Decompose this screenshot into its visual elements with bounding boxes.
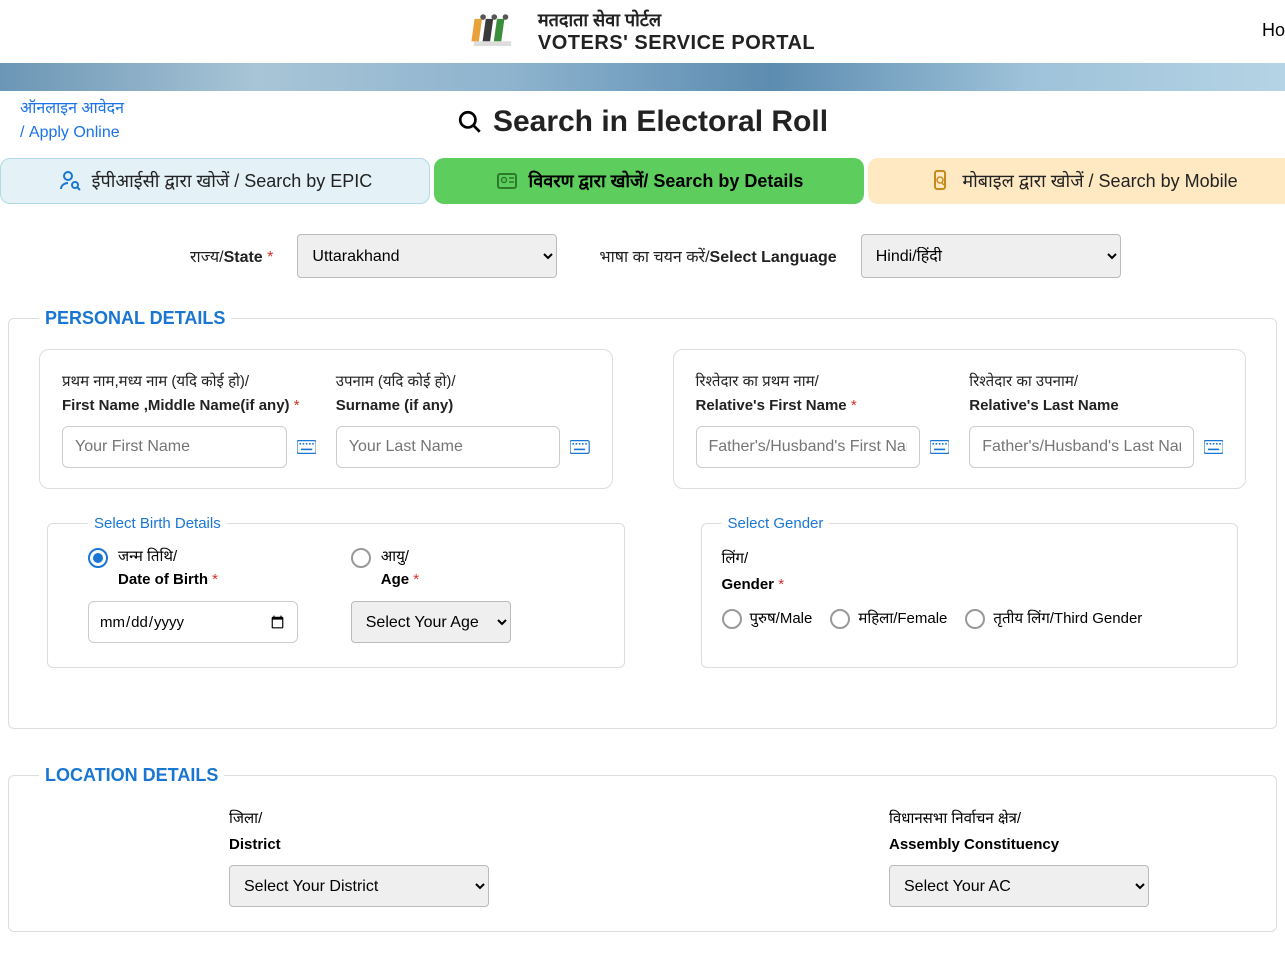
gender-male-label: पुरुष/Male: [750, 608, 813, 628]
keyboard-icon[interactable]: [1204, 439, 1223, 455]
location-details-fieldset: LOCATION DETAILS जिला/District Select Yo…: [8, 765, 1277, 932]
apply-online-hi: ऑनलाइन आवेदन: [20, 100, 124, 117]
mobile-search-icon: [928, 169, 952, 193]
location-legend: LOCATION DETAILS: [39, 765, 224, 786]
language-label: भाषा का चयन करें/Select Language: [599, 245, 836, 267]
dob-radio[interactable]: [88, 548, 108, 568]
ac-select[interactable]: Select Your AC: [889, 865, 1149, 907]
ac-label: विधानसभा निर्वाचन क्षेत्र/Assembly Const…: [889, 806, 1149, 857]
first-name-label: प्रथम नाम,मध्य नाम (यदि कोई हो)/First Na…: [62, 370, 316, 418]
dob-label: जन्म तिथि/Date of Birth *: [118, 546, 218, 591]
relative-last-label: रिश्तेदार का उपनाम/Relative's Last Name: [969, 370, 1223, 418]
id-card-icon: [495, 169, 519, 193]
tab-details-label: विवरण द्वारा खोजें/ Search by Details: [529, 169, 804, 193]
surname-input[interactable]: [336, 426, 561, 468]
tab-search-by-details[interactable]: विवरण द्वारा खोजें/ Search by Details: [434, 158, 864, 204]
page-title-text: Search in Electoral Roll: [493, 105, 828, 139]
surname-label: उपनाम (यदि कोई हो)/Surname (if any): [336, 370, 590, 418]
gender-female-label: महिला/Female: [858, 608, 947, 628]
relative-first-input[interactable]: [696, 426, 921, 468]
gender-third-radio[interactable]: [965, 609, 985, 629]
birth-details-fieldset: Select Birth Details जन्म तिथि/Date of B…: [47, 515, 625, 668]
state-select[interactable]: Uttarakhand: [297, 234, 557, 278]
person-search-icon: [58, 169, 82, 193]
personal-details-fieldset: PERSONAL DETAILS प्रथम नाम,मध्य नाम (यदि…: [8, 308, 1277, 729]
header-title-en: VOTERS' SERVICE PORTAL: [538, 32, 815, 55]
own-name-box: प्रथम नाम,मध्य नाम (यदि कोई हो)/First Na…: [39, 349, 613, 489]
birth-legend: Select Birth Details: [88, 515, 227, 532]
personal-details-legend: PERSONAL DETAILS: [39, 308, 231, 329]
tab-search-by-epic[interactable]: ईपीआईसी द्वारा खोजें / Search by EPIC: [0, 158, 430, 204]
nav-home-link[interactable]: Ho: [1262, 20, 1285, 41]
age-select[interactable]: Select Your Age: [351, 601, 511, 643]
age-radio[interactable]: [351, 548, 371, 568]
search-icon: [457, 109, 483, 135]
age-label: आयु/Age *: [381, 546, 419, 591]
district-select[interactable]: Select Your District: [229, 865, 489, 907]
header-title-hi: मतदाता सेवा पोर्टल: [538, 8, 815, 32]
gender-label: लिंग/Gender *: [722, 546, 1218, 597]
language-select[interactable]: Hindi/हिंदी: [861, 234, 1121, 278]
tab-mobile-label: मोबाइल द्वारा खोजें / Search by Mobile: [962, 169, 1237, 193]
district-label: जिला/District: [229, 806, 489, 857]
keyboard-icon[interactable]: [297, 439, 316, 455]
dob-input[interactable]: [88, 601, 298, 643]
relative-first-label: रिश्तेदार का प्रथम नाम/Relative's First …: [696, 370, 950, 418]
first-name-input[interactable]: [62, 426, 287, 468]
tab-search-by-mobile[interactable]: मोबाइल द्वारा खोजें / Search by Mobile: [868, 158, 1285, 204]
gender-fieldset: Select Gender लिंग/Gender * पुरुष/Male म…: [701, 515, 1239, 668]
gender-female-radio[interactable]: [830, 609, 850, 629]
search-mode-tabs: ईपीआईसी द्वारा खोजें / Search by EPIC वि…: [0, 158, 1285, 204]
site-header: मतदाता सेवा पोर्टल VOTERS' SERVICE PORTA…: [0, 0, 1285, 63]
apply-online-en: / Apply Online: [20, 124, 120, 141]
keyboard-icon[interactable]: [570, 439, 589, 455]
banner-strip: [0, 63, 1285, 91]
gender-third-label: तृतीय लिंग/Third Gender: [993, 608, 1142, 628]
gender-legend: Select Gender: [722, 515, 830, 532]
tab-epic-label: ईपीआईसी द्वारा खोजें / Search by EPIC: [92, 169, 373, 193]
eci-logo-icon: [470, 11, 526, 53]
gender-male-radio[interactable]: [722, 609, 742, 629]
relative-last-input[interactable]: [969, 426, 1194, 468]
relative-name-box: रिश्तेदार का प्रथम नाम/Relative's First …: [673, 349, 1247, 489]
page-title: Search in Electoral Roll: [457, 105, 828, 139]
state-label: राज्य/State *: [190, 245, 273, 267]
keyboard-icon[interactable]: [930, 439, 949, 455]
